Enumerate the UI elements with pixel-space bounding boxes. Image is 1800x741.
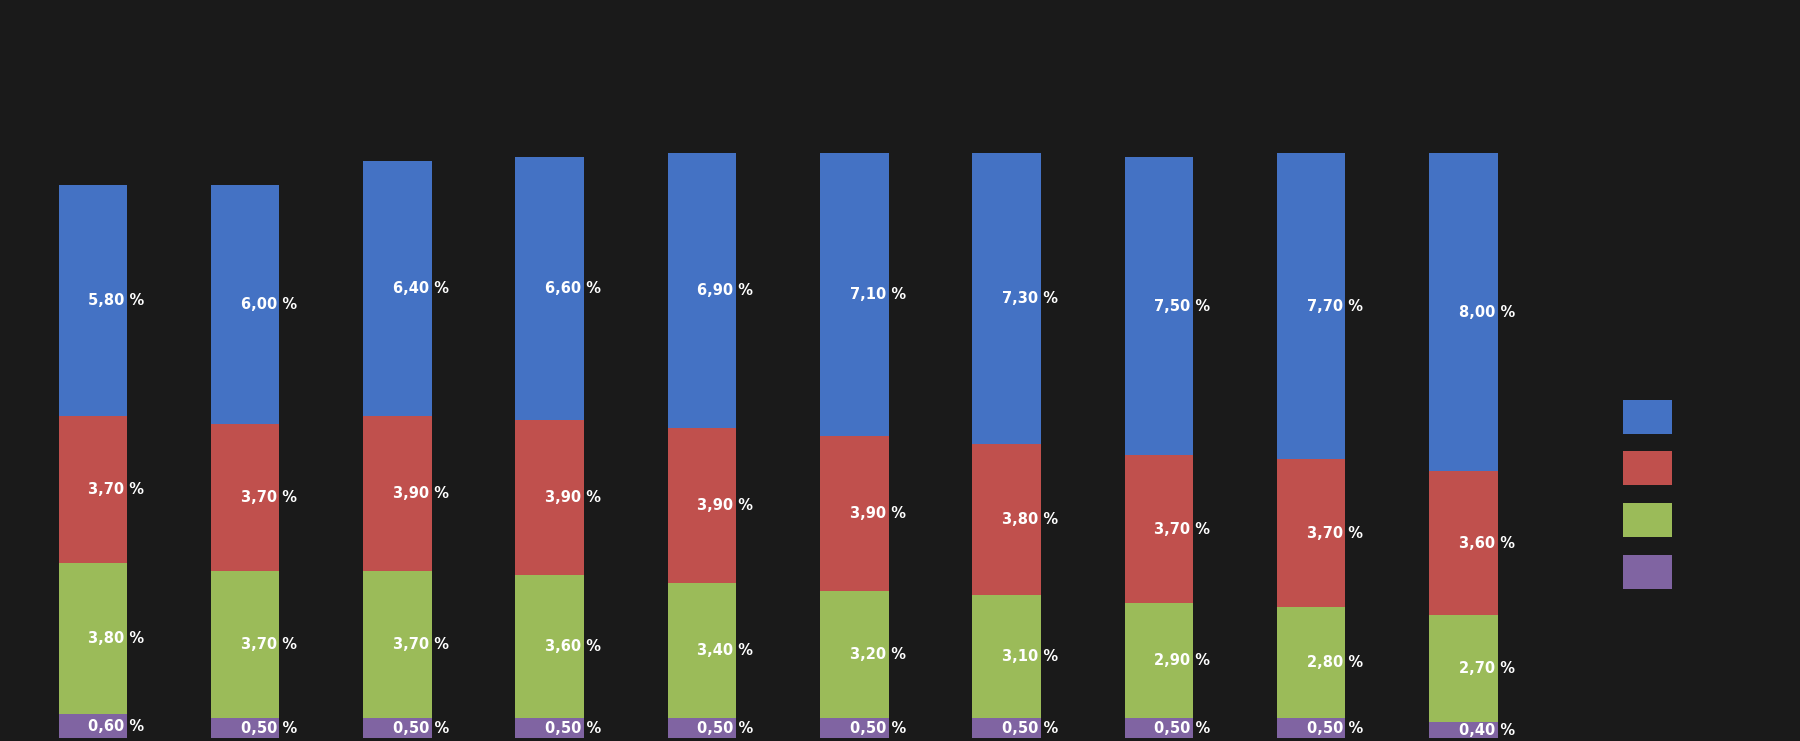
Text: 7,30 %: 7,30 % <box>1003 290 1058 305</box>
Text: 0,40 %: 0,40 % <box>1460 722 1516 738</box>
Bar <box>515 575 583 718</box>
Bar <box>972 444 1040 595</box>
Text: 2,70 %: 2,70 % <box>1460 661 1516 676</box>
Text: 0,50 %: 0,50 % <box>1307 721 1363 736</box>
Bar <box>972 718 1040 738</box>
Text: 3,80 %: 3,80 % <box>88 631 144 646</box>
Text: 5,80 %: 5,80 % <box>88 293 144 308</box>
Bar <box>1276 459 1345 607</box>
Text: 3,70 %: 3,70 % <box>1154 522 1210 536</box>
Bar <box>821 436 889 591</box>
Bar <box>1429 471 1498 615</box>
Text: 0,50 %: 0,50 % <box>545 721 601 736</box>
Bar <box>1276 607 1345 718</box>
Text: 3,70 %: 3,70 % <box>88 482 144 496</box>
Bar <box>211 185 279 424</box>
Bar <box>1125 603 1193 718</box>
Bar <box>668 583 736 718</box>
Bar <box>364 161 432 416</box>
Bar <box>821 718 889 738</box>
Text: 7,10 %: 7,10 % <box>850 287 905 302</box>
Bar <box>59 714 128 738</box>
Text: 3,60 %: 3,60 % <box>545 639 601 654</box>
Bar <box>515 157 583 419</box>
Bar <box>364 416 432 571</box>
Bar <box>821 153 889 436</box>
Bar <box>59 416 128 563</box>
Bar <box>364 718 432 738</box>
Text: 3,10 %: 3,10 % <box>1003 649 1058 664</box>
Text: 0,50 %: 0,50 % <box>850 721 905 736</box>
Bar <box>668 428 736 583</box>
Text: 2,80 %: 2,80 % <box>1307 655 1363 670</box>
Text: 0,50 %: 0,50 % <box>392 721 448 736</box>
Text: 0,50 %: 0,50 % <box>1154 721 1211 736</box>
FancyBboxPatch shape <box>1624 503 1672 537</box>
Bar <box>1125 157 1193 456</box>
Bar <box>1125 456 1193 603</box>
Text: 3,60 %: 3,60 % <box>1460 536 1516 551</box>
Text: 6,00 %: 6,00 % <box>241 296 297 312</box>
Text: 2,90 %: 2,90 % <box>1154 653 1210 668</box>
Bar <box>59 185 128 416</box>
Text: 7,70 %: 7,70 % <box>1307 299 1363 313</box>
Text: 0,50 %: 0,50 % <box>241 721 297 736</box>
Text: 0,60 %: 0,60 % <box>88 719 144 734</box>
Text: 3,80 %: 3,80 % <box>1003 512 1058 527</box>
Bar <box>1276 718 1345 738</box>
Text: 6,90 %: 6,90 % <box>697 282 754 298</box>
Bar <box>668 153 736 428</box>
Text: 0,50 %: 0,50 % <box>1003 721 1058 736</box>
Bar <box>1429 615 1498 722</box>
Text: 8,00 %: 8,00 % <box>1460 305 1516 319</box>
Bar <box>211 571 279 718</box>
Text: 3,70 %: 3,70 % <box>1307 525 1363 541</box>
Bar <box>59 563 128 714</box>
Text: 6,60 %: 6,60 % <box>545 281 601 296</box>
Bar <box>515 718 583 738</box>
Bar <box>515 419 583 575</box>
Bar <box>1276 153 1345 459</box>
Bar <box>211 718 279 738</box>
FancyBboxPatch shape <box>1624 451 1672 485</box>
Bar <box>211 424 279 571</box>
Bar <box>1429 153 1498 471</box>
Bar <box>1125 718 1193 738</box>
Text: 3,90 %: 3,90 % <box>850 505 905 521</box>
Bar <box>972 595 1040 718</box>
Text: 3,70 %: 3,70 % <box>241 637 297 652</box>
Text: 3,70 %: 3,70 % <box>241 490 297 505</box>
Bar <box>1429 722 1498 738</box>
Text: 3,90 %: 3,90 % <box>545 490 601 505</box>
Text: 7,50 %: 7,50 % <box>1154 299 1210 313</box>
Bar <box>972 153 1040 444</box>
Text: 6,40 %: 6,40 % <box>392 281 448 296</box>
Text: 3,20 %: 3,20 % <box>850 647 905 662</box>
Bar <box>821 591 889 718</box>
FancyBboxPatch shape <box>1624 555 1672 589</box>
Bar <box>364 571 432 718</box>
Text: 3,90 %: 3,90 % <box>697 498 754 513</box>
FancyBboxPatch shape <box>1624 399 1672 433</box>
Text: 3,90 %: 3,90 % <box>392 486 448 501</box>
Bar <box>668 718 736 738</box>
Text: 0,50 %: 0,50 % <box>697 721 754 736</box>
Text: 3,40 %: 3,40 % <box>697 643 754 658</box>
Text: 3,70 %: 3,70 % <box>392 637 448 652</box>
